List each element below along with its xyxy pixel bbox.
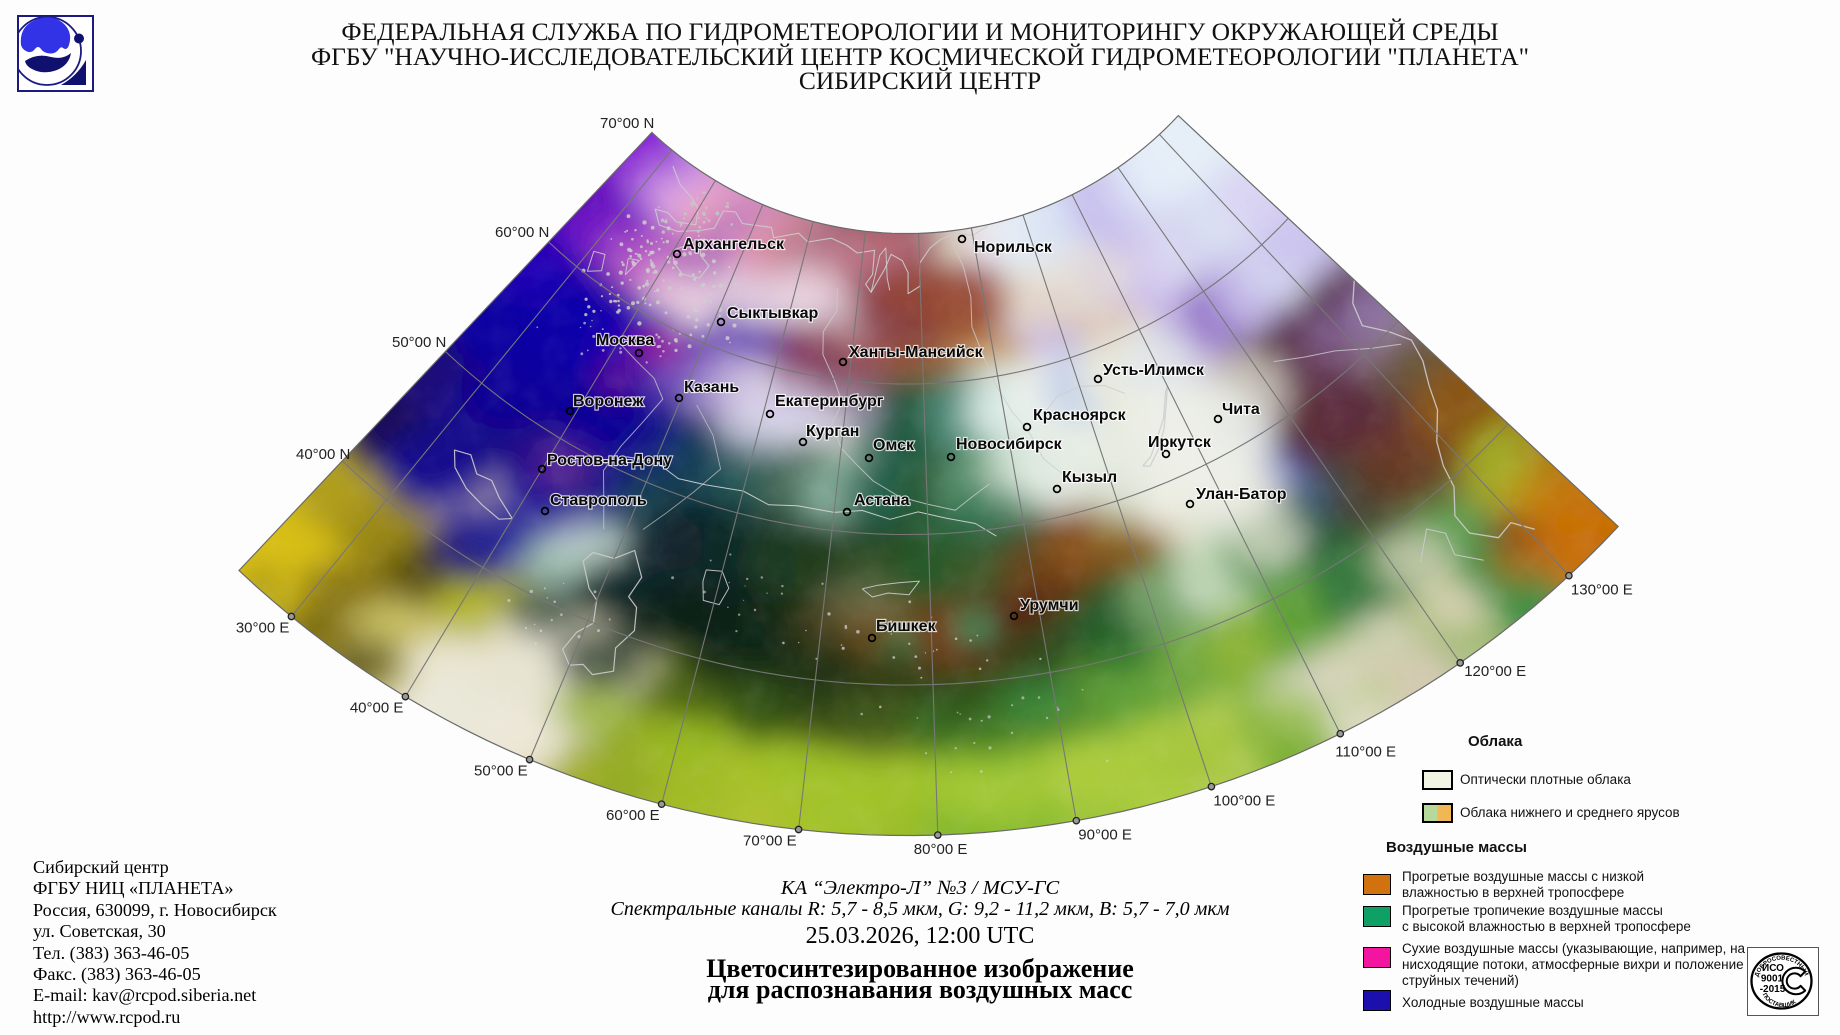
svg-text:ИСО: ИСО bbox=[1762, 963, 1784, 974]
svg-text:100°00 E: 100°00 E bbox=[1213, 793, 1275, 810]
svg-text:Ставрополь: Ставрополь bbox=[550, 492, 647, 509]
svg-text:Ростов-на-Дону: Ростов-на-Дону bbox=[547, 452, 672, 469]
svg-text:Екатеринбург: Екатеринбург bbox=[775, 393, 884, 410]
svg-text:Урумчи: Урумчи bbox=[1020, 597, 1079, 614]
svg-text:Казань: Казань bbox=[684, 379, 739, 396]
svg-text:90°00 E: 90°00 E bbox=[1078, 827, 1132, 844]
svg-text:30°00 E: 30°00 E bbox=[236, 620, 290, 637]
svg-text:-2015: -2015 bbox=[1760, 984, 1786, 995]
svg-text:Норильск: Норильск bbox=[974, 239, 1053, 256]
svg-text:Архангельск: Архангельск bbox=[683, 236, 785, 253]
svg-text:70°00 E: 70°00 E bbox=[743, 833, 797, 850]
svg-text:120°00 E: 120°00 E bbox=[1464, 663, 1526, 680]
svg-text:40°00 N: 40°00 N bbox=[296, 446, 350, 463]
svg-text:Иркутск: Иркутск bbox=[1148, 434, 1212, 451]
svg-text:40°00 E: 40°00 E bbox=[350, 700, 404, 717]
svg-text:50°00 E: 50°00 E bbox=[474, 763, 528, 780]
svg-text:9001: 9001 bbox=[1761, 974, 1784, 985]
svg-text:Чита: Чита bbox=[1222, 401, 1260, 418]
svg-text:Бишкек: Бишкек bbox=[876, 618, 937, 635]
svg-text:Омск: Омск bbox=[873, 437, 915, 454]
svg-text:80°00 E: 80°00 E bbox=[914, 841, 968, 858]
svg-text:Москва: Москва bbox=[596, 332, 654, 349]
svg-text:Новосибирск: Новосибирск bbox=[956, 436, 1063, 453]
svg-text:Воронеж: Воронеж bbox=[573, 393, 644, 410]
svg-text:50°00 N: 50°00 N bbox=[392, 334, 446, 351]
svg-text:Улан-Батор: Улан-Батор bbox=[1196, 486, 1287, 503]
svg-text:60°00 E: 60°00 E bbox=[606, 807, 660, 824]
svg-text:Красноярск: Красноярск bbox=[1033, 407, 1127, 424]
svg-text:60°00 N: 60°00 N bbox=[495, 224, 549, 241]
svg-text:Кызыл: Кызыл bbox=[1062, 469, 1117, 486]
svg-text:Ханты-Мансийск: Ханты-Мансийск bbox=[849, 344, 984, 361]
svg-text:130°00 E: 130°00 E bbox=[1571, 582, 1633, 599]
svg-text:Астана: Астана bbox=[854, 492, 910, 509]
svg-text:Усть-Илимск: Усть-Илимск bbox=[1103, 362, 1205, 379]
svg-text:Сыктывкар: Сыктывкар bbox=[727, 305, 818, 322]
svg-text:Курган: Курган bbox=[806, 423, 859, 440]
svg-text:110°00 E: 110°00 E bbox=[1335, 744, 1396, 761]
svg-text:70°00 N: 70°00 N bbox=[600, 115, 654, 132]
